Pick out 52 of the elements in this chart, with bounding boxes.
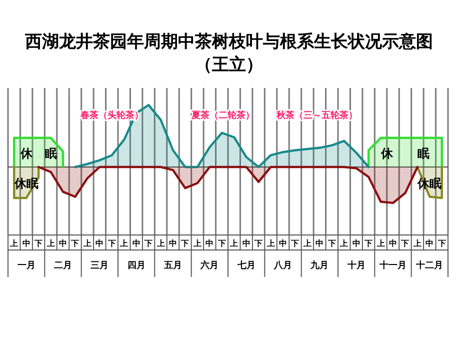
x-tick-label: 下	[106, 239, 116, 248]
x-tick-label: 中	[206, 239, 214, 248]
text: 六月	[200, 260, 219, 271]
x-tick-label: 上	[156, 239, 165, 248]
x-tick-label: 中	[279, 239, 287, 248]
x-tick-label: 上	[339, 239, 348, 248]
x-tick-label: 上	[302, 239, 312, 248]
series-label: 休眠	[380, 146, 454, 160]
x-tick-label: 中	[352, 239, 360, 248]
x-tick-label: 上	[376, 239, 385, 248]
series-label: 休眠	[19, 146, 70, 160]
x-tick-label: 中	[389, 239, 397, 248]
x-tick-label: 下	[144, 239, 153, 248]
text: 四月	[127, 260, 146, 271]
x-tick-label: 中	[132, 239, 140, 248]
x-tick-label: 上	[412, 239, 422, 248]
text: 一月	[17, 260, 36, 271]
x-tick-label: 下	[34, 239, 43, 248]
chart-title: 西湖龙井茶园年周期中茶树枝叶与根系生长状况示意图	[24, 32, 433, 52]
x-tick-label: 下	[400, 239, 410, 248]
x-tick-label: 上	[192, 239, 202, 248]
text: 八月	[273, 260, 292, 271]
x-tick-label: 上	[9, 239, 18, 248]
x-tick-label: 下	[364, 239, 373, 248]
x-tick-label: 上	[82, 239, 92, 248]
x-tick-label: 中	[316, 239, 324, 248]
x-tick-label: 中	[242, 239, 250, 248]
x-tick-label: 中	[22, 239, 30, 248]
x-tick-label: 中	[426, 239, 434, 248]
x-tick-label: 中	[59, 239, 67, 248]
text: 五月	[163, 260, 182, 271]
x-tick-label: 上	[46, 239, 55, 248]
x-tick-label: 中	[169, 239, 177, 248]
text: 二月	[54, 260, 72, 271]
x-tick-label: 中	[96, 239, 104, 248]
x-tick-label: 下	[436, 239, 446, 248]
x-tick-label: 下	[290, 239, 300, 248]
text: 十月	[346, 260, 366, 271]
x-tick-label: 下	[326, 239, 336, 248]
x-tick-label: 上	[229, 239, 238, 248]
text: 十二月	[415, 260, 444, 271]
x-tick-label: 上	[266, 239, 275, 248]
text: 九月	[310, 260, 329, 271]
x-tick-label: 上	[119, 239, 128, 248]
text: 七月	[236, 260, 256, 271]
chart-subtitle: （王立）	[195, 55, 263, 75]
x-tick-label: 下	[216, 239, 226, 248]
x-tick-label: 下	[254, 239, 263, 248]
text: 三月	[90, 260, 109, 271]
x-tick-label: 下	[180, 239, 190, 248]
x-tick-label: 下	[70, 239, 80, 248]
text: 十一月	[378, 260, 406, 271]
